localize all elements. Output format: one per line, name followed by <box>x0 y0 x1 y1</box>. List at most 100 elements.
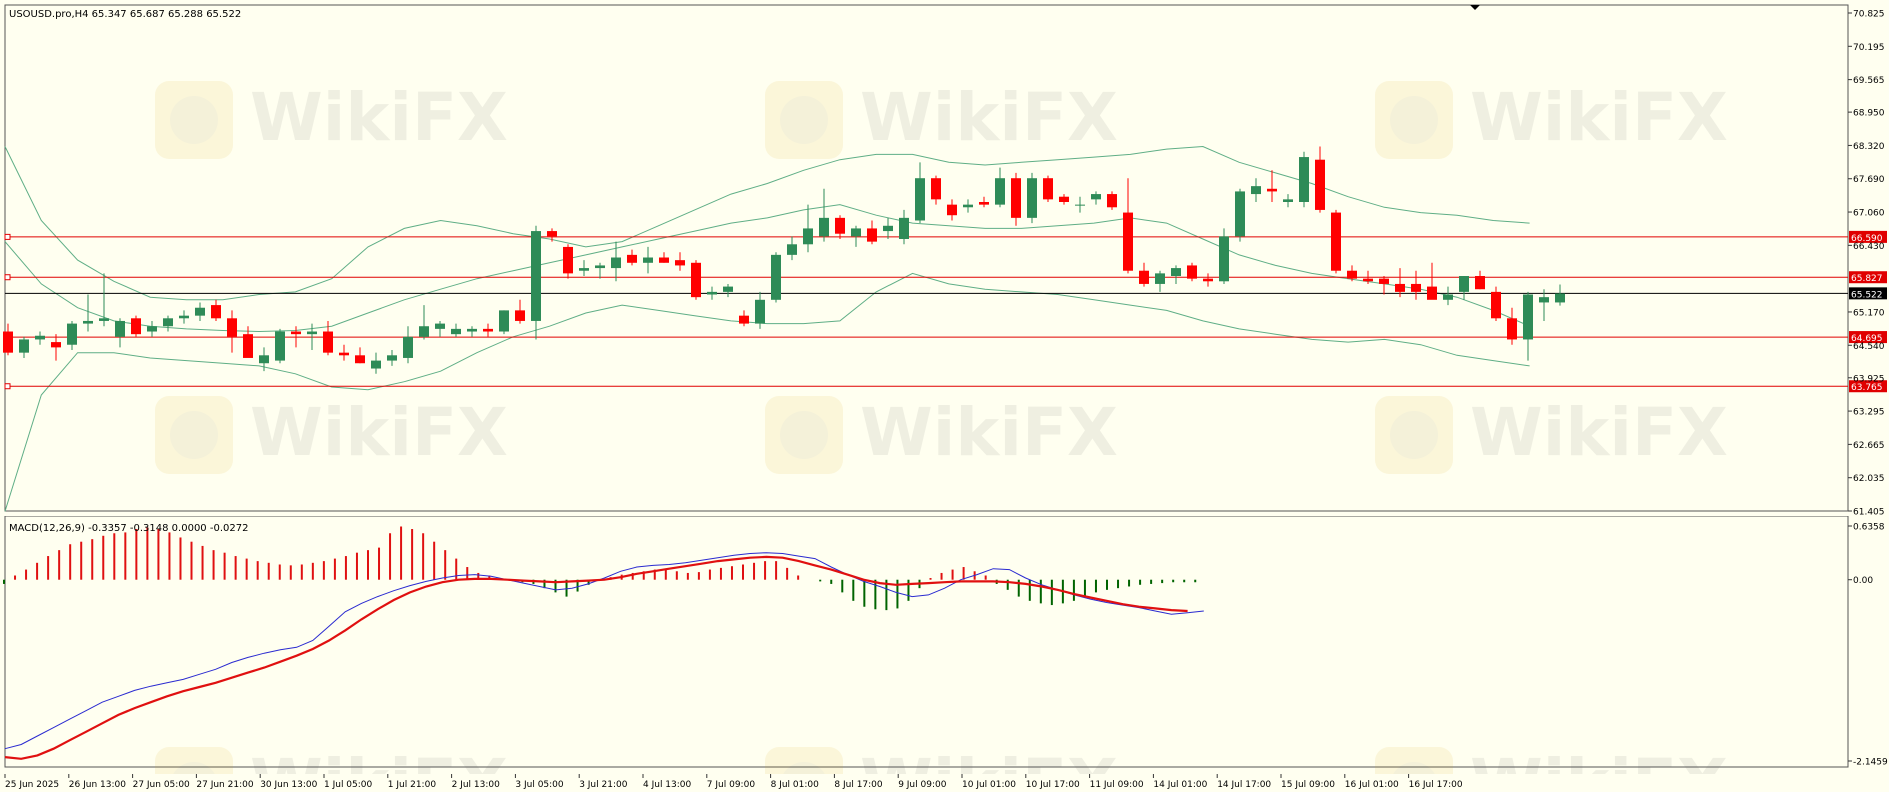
price-axis-label: 69.565 <box>1853 76 1885 86</box>
bearish-candle <box>323 320 333 356</box>
candle-body <box>659 257 669 263</box>
wikifx-watermark-text: WikiFX <box>860 745 1118 774</box>
candle-body <box>259 355 269 364</box>
candle-body <box>275 331 285 361</box>
candle-body <box>899 217 909 240</box>
macd-plot <box>3 526 1204 760</box>
candle-body <box>515 310 525 321</box>
bearish-candle <box>483 323 493 337</box>
candle-body <box>1251 186 1261 195</box>
wikifx-watermark-text: WikiFX <box>250 745 508 774</box>
bearish-candle <box>1315 146 1325 213</box>
wikifx-logo-icon <box>155 81 233 159</box>
bearish-candle <box>1187 262 1197 282</box>
wikifx-logo-emblem <box>170 411 218 459</box>
bullish-candle <box>579 260 589 277</box>
bullish-candle <box>307 323 317 351</box>
bullish-candle <box>115 318 125 348</box>
price-axis-label: 63.295 <box>1853 408 1885 418</box>
bullish-candle <box>1539 289 1549 321</box>
candle-body <box>67 323 77 345</box>
macd-indicator-pane[interactable]: WikiFX WikiFX WikiFX 0.6358 0.00 -2.1459 MAC… <box>0 516 1889 774</box>
price-axis-label: 67.060 <box>1853 209 1885 219</box>
candle-body <box>1347 270 1357 279</box>
price-chart-pane[interactable]: WikiFX WikiFX WikiFX WikiFX WikiFX WikiFX 66.… <box>0 0 1889 516</box>
candle-body <box>1059 196 1069 202</box>
wikifx-watermark: WikiFX <box>1375 745 1728 774</box>
candle-body <box>563 246 573 274</box>
time-axis-label: 8 Jul 01:00 <box>771 780 820 790</box>
bullish-candle <box>1171 265 1181 284</box>
time-axis-label: 30 Jun 13:00 <box>260 780 317 790</box>
bearish-candle <box>355 347 365 364</box>
macd-main-line <box>4 552 1204 750</box>
wikifx-watermark: WikiFX <box>155 745 508 774</box>
wikifx-watermark: WikiFX <box>765 79 1118 159</box>
bullish-candle <box>787 236 797 261</box>
wikifx-logo-icon <box>765 747 843 774</box>
bullish-candle <box>1075 196 1085 213</box>
time-axis-label: 11 Jul 09:00 <box>1090 780 1144 790</box>
candle-body <box>1379 278 1389 284</box>
candle-body <box>1427 286 1437 300</box>
bearish-candle <box>211 299 221 321</box>
time-axis-label: 14 Jul 01:00 <box>1153 780 1207 790</box>
bearish-candle <box>1411 270 1421 300</box>
wikifx-logo-icon <box>1375 81 1453 159</box>
bullish-candle <box>195 302 205 321</box>
bearish-candle <box>1011 172 1021 226</box>
candle-body <box>883 225 893 232</box>
candle-body <box>579 268 589 271</box>
bearish-candle <box>339 344 349 361</box>
bullish-candle <box>467 326 477 337</box>
macd-axis: 0.6358 0.00 -2.1459 <box>1848 523 1888 768</box>
bearish-candle <box>1267 170 1277 202</box>
bullish-candle <box>99 273 109 327</box>
macd-axis-label: 0.6358 <box>1853 523 1885 533</box>
wikifx-logo-icon <box>765 396 843 474</box>
bullish-candle <box>883 217 893 240</box>
candle-body <box>851 228 861 237</box>
bearish-candle <box>1123 178 1133 274</box>
bullish-candle <box>899 209 909 245</box>
time-axis-label: 1 Jul 21:00 <box>388 780 437 790</box>
chart-shift-marker-icon[interactable] <box>1470 5 1480 10</box>
bullish-candle <box>755 291 765 329</box>
level-price-tag <box>1849 271 1887 284</box>
wikifx-logo-icon <box>155 747 233 774</box>
time-axis-label: 8 Jul 17:00 <box>834 780 883 790</box>
macd-axis-label: -2.1459 <box>1853 758 1888 768</box>
candle-body <box>931 178 941 200</box>
candle-body <box>947 204 957 216</box>
candle-body <box>1171 268 1181 277</box>
wikifx-watermark-text: WikiFX <box>1470 745 1728 774</box>
bullish-candle <box>499 310 509 335</box>
bullish-candle <box>35 331 45 345</box>
candle-body <box>419 326 429 337</box>
price-axis-label: 62.665 <box>1853 441 1885 451</box>
bullish-candle <box>723 283 733 298</box>
bearish-candle <box>1507 307 1517 345</box>
time-axis-label: 15 Jul 09:00 <box>1281 780 1335 790</box>
time-axis-label: 27 Jun 21:00 <box>196 780 253 790</box>
candle-body <box>19 339 29 353</box>
bearish-candle <box>1475 270 1485 290</box>
bearish-candle <box>931 175 941 205</box>
bullish-candle <box>595 262 605 279</box>
bullish-candle <box>819 188 829 242</box>
bullish-candle <box>803 204 813 253</box>
candle-body <box>147 326 157 332</box>
wikifx-watermark-text: WikiFX <box>1470 79 1728 156</box>
bearish-candle <box>1395 268 1405 298</box>
time-axis-label: 25 Jun 2025 <box>5 780 59 790</box>
time-axis-label: 3 Jul 21:00 <box>579 780 628 790</box>
candle-body <box>675 260 685 266</box>
bollinger-upper-line <box>4 145 1530 301</box>
wikifx-logo-emblem <box>173 762 215 774</box>
bearish-candle <box>515 299 525 324</box>
candle-body <box>867 228 877 242</box>
candle-body <box>1443 294 1453 300</box>
candle-body <box>51 342 61 348</box>
candle-body <box>291 331 301 335</box>
